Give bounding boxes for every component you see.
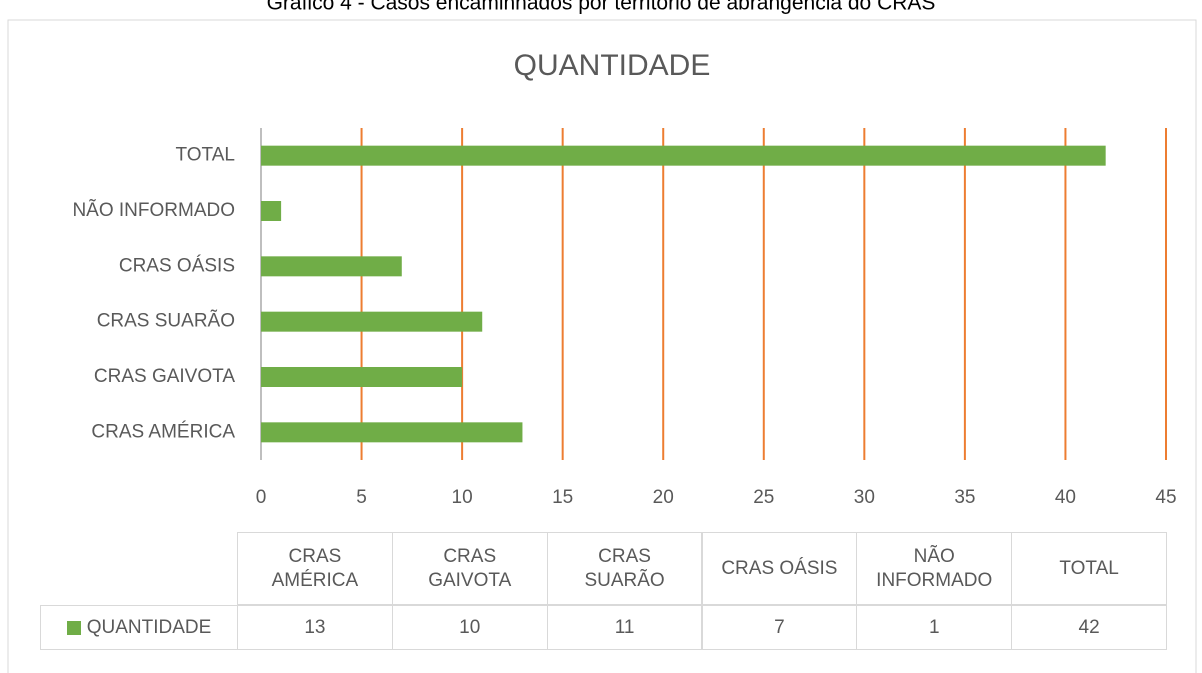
x-tick-label: 35: [954, 487, 975, 508]
bar: [261, 367, 463, 387]
table-value: 42: [1011, 605, 1167, 650]
y-tick-label: TOTAL: [176, 145, 235, 166]
x-tick-label: 30: [854, 487, 875, 508]
chart-caption: Gráfico 4 - Casos encaminhados por terri…: [267, 0, 936, 15]
chart-border: [7, 19, 1197, 673]
table-value: 7: [701, 605, 858, 650]
legend-key: [66, 620, 81, 635]
cell-text: 42: [1078, 616, 1100, 638]
y-tick-label: CRAS GAIVOTA: [94, 366, 235, 387]
cell-text: 11: [614, 616, 635, 638]
bar: [261, 311, 483, 332]
y-tick-label: CRAS SUARÃO: [97, 310, 235, 332]
x-tick-label: 25: [753, 487, 774, 508]
table-header: CRAS GAIVOTA: [391, 532, 548, 605]
cell-text: QUANTIDADE: [86, 616, 212, 638]
table-value: 10: [391, 605, 548, 650]
y-tick-label: CRAS AMÉRICA: [91, 421, 235, 442]
cell-text: TOTAL: [1059, 557, 1119, 579]
x-tick-label: 45: [1155, 487, 1176, 508]
x-tick-label: 5: [356, 487, 367, 508]
cell-text: 7: [774, 616, 785, 638]
chart-title: QUANTIDADE: [514, 49, 711, 82]
table-header: CRAS AMÉRICA: [237, 532, 393, 605]
cell-text: CRAS GAIVOTA: [428, 545, 512, 591]
bar: [261, 422, 523, 443]
x-tick-label: 0: [256, 487, 267, 508]
x-tick-label: 20: [653, 487, 674, 508]
cell-text: 10: [459, 616, 481, 638]
table-header: CRAS OÁSIS: [701, 532, 858, 605]
table-value: 1: [856, 605, 1013, 650]
y-tick-label: NÃO INFORMADO: [72, 199, 235, 221]
table-header: NÃO INFORMADO: [856, 532, 1013, 605]
bar: [261, 201, 282, 221]
cell-text: 13: [304, 616, 326, 638]
x-tick-label: 15: [552, 487, 573, 508]
cell-text: NÃO INFORMADO: [876, 545, 993, 591]
cell-text: CRAS SUARÃO: [584, 545, 665, 591]
cell-text: CRAS OÁSIS: [721, 557, 838, 579]
x-tick-label: 10: [452, 487, 473, 508]
y-tick-label: CRAS OÁSIS: [119, 255, 235, 276]
bar: [261, 256, 402, 277]
table-value: 13: [237, 605, 393, 650]
bar: [261, 145, 1106, 166]
cell-text: 1: [928, 616, 940, 638]
table-value: 11: [546, 605, 703, 650]
table-header: TOTAL: [1011, 532, 1167, 605]
cell-text: CRAS AMÉRICA: [271, 545, 359, 591]
table-header: CRAS SUARÃO: [546, 532, 703, 605]
legend-cell: QUANTIDADE: [40, 605, 238, 650]
x-tick-label: 40: [1055, 487, 1076, 508]
